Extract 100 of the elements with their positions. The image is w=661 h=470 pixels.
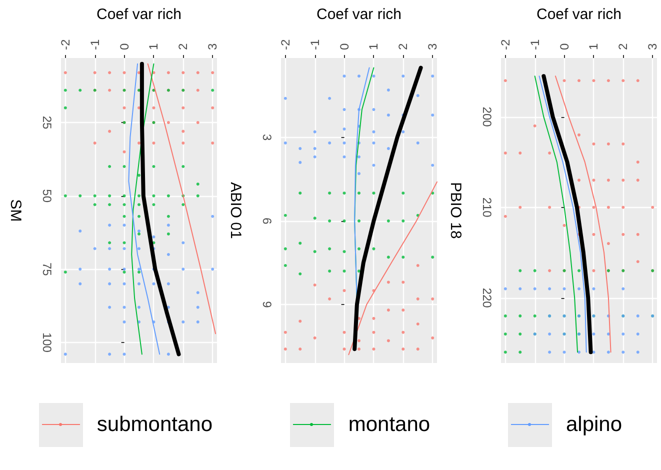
point [108, 306, 112, 309]
point [313, 216, 316, 220]
point [622, 142, 625, 146]
x-tick-label: -2 [498, 39, 512, 50]
point [64, 71, 67, 74]
y-tick-label: 9 [260, 301, 274, 308]
point [358, 348, 360, 351]
point [606, 206, 610, 209]
point [196, 320, 200, 324]
point [518, 269, 522, 272]
point [578, 287, 580, 290]
point [328, 297, 332, 300]
line-series [348, 181, 438, 356]
point [431, 297, 434, 300]
x-tick-label: 3 [646, 43, 660, 50]
point [122, 352, 126, 356]
point [64, 352, 67, 356]
x-tick-label: 0 [337, 43, 352, 50]
point [313, 284, 316, 287]
point [578, 133, 580, 136]
point [122, 203, 126, 206]
point [182, 71, 185, 74]
point [138, 214, 140, 218]
point [358, 192, 360, 195]
point [166, 121, 170, 124]
point [211, 71, 214, 74]
point [298, 242, 302, 245]
point [108, 352, 112, 356]
point [358, 74, 360, 78]
point [284, 348, 287, 351]
point [386, 339, 390, 342]
line-series [542, 74, 593, 354]
point [211, 88, 214, 92]
x-tick-label: 2 [616, 43, 630, 50]
point [562, 350, 566, 354]
point [152, 142, 156, 145]
y-tick-label: 220 [480, 288, 494, 308]
point [328, 247, 332, 250]
x-tick-label: -1 [88, 39, 102, 50]
point [358, 339, 360, 342]
point [592, 332, 596, 336]
point [386, 88, 390, 92]
point [64, 88, 67, 92]
point [636, 314, 640, 318]
point [548, 152, 552, 155]
point [138, 232, 140, 236]
point [93, 71, 96, 74]
x-axis-title: Coef var rich [316, 6, 402, 23]
point [182, 130, 185, 133]
point [562, 79, 566, 82]
line-series [352, 66, 423, 352]
point [93, 203, 96, 206]
line-series [128, 63, 160, 355]
point [386, 219, 390, 222]
point [358, 247, 360, 250]
point [328, 219, 332, 222]
point [372, 141, 376, 144]
point [211, 214, 214, 218]
point [108, 130, 112, 133]
point [93, 194, 96, 198]
point [402, 130, 405, 134]
x-tick-label: 1 [586, 43, 601, 50]
y-tick-label: 210 [480, 197, 494, 218]
point [606, 242, 610, 246]
point [548, 206, 552, 209]
point [108, 224, 112, 227]
point [122, 241, 126, 244]
point [416, 264, 420, 268]
point [342, 330, 346, 334]
point [402, 192, 405, 195]
point [93, 142, 96, 145]
point [578, 269, 580, 272]
point [372, 348, 376, 351]
point [122, 282, 126, 286]
point [138, 203, 140, 206]
point [386, 308, 390, 312]
point [548, 350, 552, 354]
line-series [538, 76, 587, 353]
point [416, 322, 420, 326]
point [636, 350, 640, 354]
point [298, 348, 302, 351]
point [64, 194, 67, 198]
point [342, 250, 346, 254]
point [386, 280, 390, 284]
point [166, 214, 170, 218]
point [578, 350, 580, 354]
line-series [147, 63, 216, 334]
point [416, 141, 420, 144]
point [328, 141, 332, 144]
point [196, 291, 200, 294]
point [108, 88, 112, 92]
point [166, 282, 170, 286]
point [592, 269, 596, 272]
point [636, 332, 640, 336]
x-tick-label: 0 [557, 43, 572, 50]
point [402, 348, 405, 351]
legend-label: alpino [566, 413, 622, 437]
point [328, 192, 332, 195]
point [504, 314, 507, 318]
point [138, 142, 140, 145]
